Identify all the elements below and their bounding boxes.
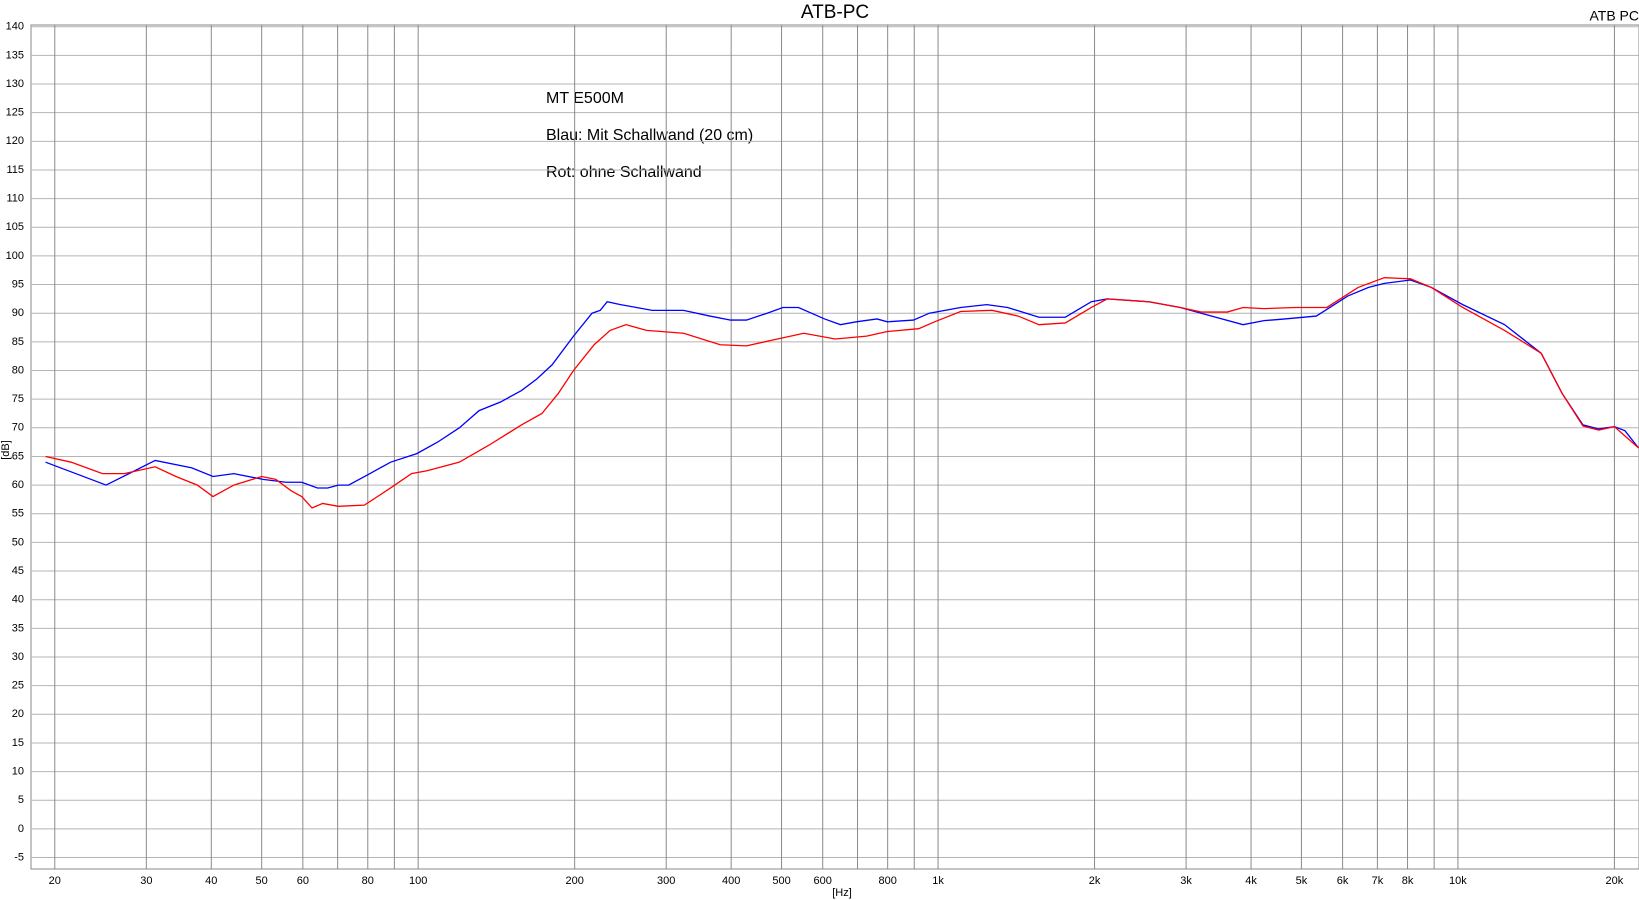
y-tick-label: 120 [6, 135, 24, 147]
x-tick-label: 80 [362, 875, 374, 887]
chart-title: ATB-PC [801, 2, 869, 23]
y-tick-label: 60 [12, 479, 24, 491]
y-tick-label: 90 [12, 307, 24, 319]
x-tick-label: 600 [814, 875, 832, 887]
y-tick-label: 25 [12, 680, 24, 692]
y-tick-label: 70 [12, 422, 24, 434]
x-tick-label: 100 [409, 875, 427, 887]
annotation: MT E500M [546, 90, 624, 107]
annotation: Blau: Mit Schallwand (20 cm) [546, 127, 753, 144]
y-axis-label: [dB] [0, 440, 12, 460]
y-tick-label: 50 [12, 536, 24, 548]
x-tick-label: 50 [256, 875, 268, 887]
x-tick-label: 800 [878, 875, 896, 887]
y-tick-label: 55 [12, 508, 24, 520]
y-tick-label: 5 [18, 794, 24, 806]
x-tick-label: 10k [1449, 875, 1467, 887]
x-tick-label: 400 [722, 875, 740, 887]
x-axis-label: [Hz] [832, 887, 852, 899]
y-tick-label: 40 [12, 594, 24, 606]
y-tick-label: 125 [6, 107, 24, 119]
x-tick-label: 1k [932, 875, 944, 887]
x-tick-label: 500 [772, 875, 790, 887]
y-tick-label: 75 [12, 393, 24, 405]
y-tick-label: 65 [12, 450, 24, 462]
y-tick-label: 35 [12, 622, 24, 634]
y-tick-label: 100 [6, 250, 24, 262]
y-tick-label: 140 [6, 21, 24, 33]
y-tick-label: 80 [12, 364, 24, 376]
line-series [45, 279, 1639, 489]
y-tick-label: 0 [18, 823, 24, 835]
y-tick-label: 110 [6, 193, 24, 205]
y-tick-label: -5 [14, 851, 24, 863]
x-tick-label: 8k [1402, 875, 1414, 887]
y-tick-label: 135 [6, 49, 24, 61]
x-tick-label: 300 [657, 875, 675, 887]
y-tick-label: 130 [6, 78, 24, 90]
annotation: Rot: ohne Schallwand [546, 164, 702, 181]
y-tick-label: 95 [12, 278, 24, 290]
y-tick-label: 45 [12, 565, 24, 577]
y-tick-label: 15 [12, 737, 24, 749]
x-tick-label: 200 [565, 875, 583, 887]
x-tick-label: 2k [1089, 875, 1101, 887]
y-tick-label: 20 [12, 708, 24, 720]
x-tick-label: 20k [1606, 875, 1624, 887]
x-tick-label: 7k [1372, 875, 1384, 887]
corner-label: ATB PC [1589, 8, 1639, 24]
plot-frame [30, 24, 1639, 870]
y-tick-label: 10 [12, 765, 24, 777]
x-tick-label: 30 [140, 875, 152, 887]
x-tick-label: 60 [297, 875, 309, 887]
x-tick-label: 4k [1245, 875, 1257, 887]
y-tick-label: 115 [6, 164, 24, 176]
line-series [45, 277, 1639, 509]
x-tick-label: 40 [205, 875, 217, 887]
y-tick-label: 85 [12, 336, 24, 348]
x-tick-label: 5k [1296, 875, 1308, 887]
y-tick-label: 30 [12, 651, 24, 663]
y-tick-label: 105 [6, 221, 24, 233]
x-tick-label: 6k [1337, 875, 1349, 887]
x-tick-label: 20 [49, 875, 61, 887]
x-tick-label: 3k [1180, 875, 1192, 887]
